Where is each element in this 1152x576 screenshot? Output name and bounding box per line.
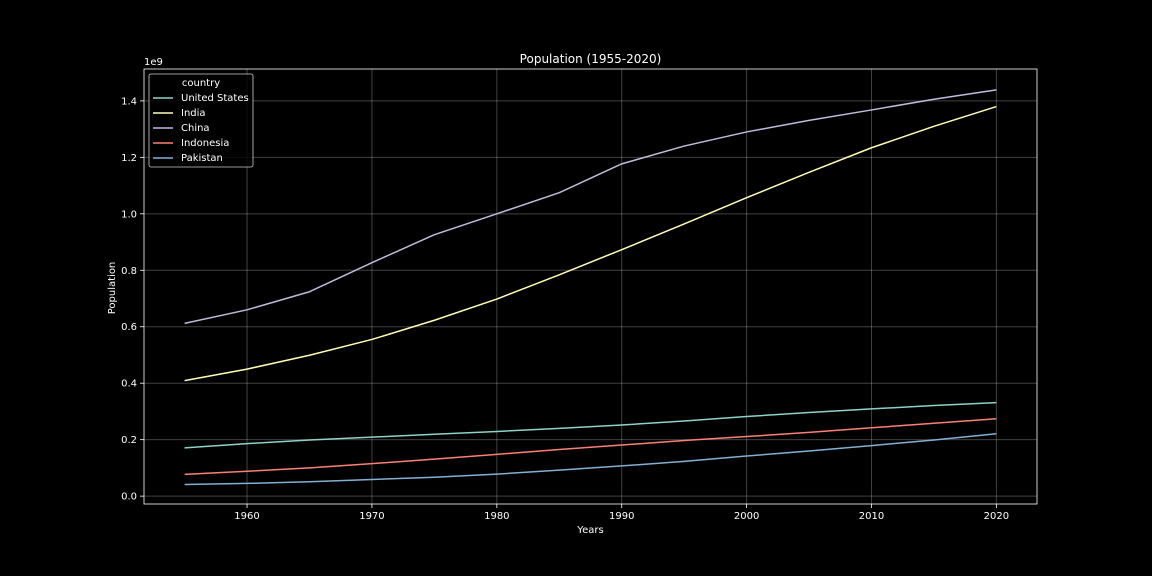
x-tick-label: 1960: [234, 511, 259, 522]
series-line-pakistan: [184, 432, 997, 486]
y-axis-label: Population: [107, 262, 118, 315]
legend-label-indonesia: Indonesia: [181, 138, 229, 149]
x-tick-label: 2010: [859, 511, 884, 522]
legend-title: country: [182, 78, 220, 89]
x-axis-ticks: 1960 1970 1980 1990 2000 2010 2020: [234, 504, 1009, 522]
legend-label-india: India: [181, 108, 206, 119]
series-lines: [184, 89, 997, 486]
y-tick-label: 0.0: [121, 492, 137, 503]
grid-lines: [144, 69, 1037, 504]
legend: country United States India China Indonesia…: [148, 73, 254, 168]
legend-box: [148, 73, 254, 168]
x-axis-label: Years: [576, 525, 603, 536]
y-offset-label: 1e9: [144, 57, 163, 68]
y-axis-ticks: 0.0 0.2 0.4 0.6 0.8 1.0 1.2 1.4: [121, 96, 144, 503]
y-tick-label: 0.6: [121, 322, 137, 333]
legend-label-pakistan: Pakistan: [181, 153, 223, 164]
y-tick-label: 0.2: [121, 435, 137, 446]
legend-label-china: China: [181, 123, 210, 134]
y-tick-label: 1.0: [121, 209, 137, 220]
plot-area-frame: [143, 68, 1038, 505]
series-line-india: [184, 105, 997, 382]
series-line-indonesia: [184, 418, 997, 476]
y-tick-label: 0.8: [121, 266, 137, 277]
legend-label-united-states: United States: [181, 93, 249, 104]
x-tick-label: 1970: [359, 511, 384, 522]
legend-entries: United States India China Indonesia Pakistan: [153, 93, 249, 164]
y-tick-label: 0.4: [121, 379, 137, 390]
series-line-united-states: [184, 401, 997, 449]
chart-title: Population (1955-2020): [520, 52, 662, 66]
x-tick-label: 1990: [609, 511, 634, 522]
y-tick-label: 1.2: [121, 153, 137, 164]
x-tick-label: 2020: [984, 511, 1009, 522]
x-tick-label: 1980: [484, 511, 509, 522]
x-tick-label: 2000: [734, 511, 759, 522]
y-tick-label: 1.4: [121, 96, 137, 107]
series-line-china: [184, 89, 997, 325]
